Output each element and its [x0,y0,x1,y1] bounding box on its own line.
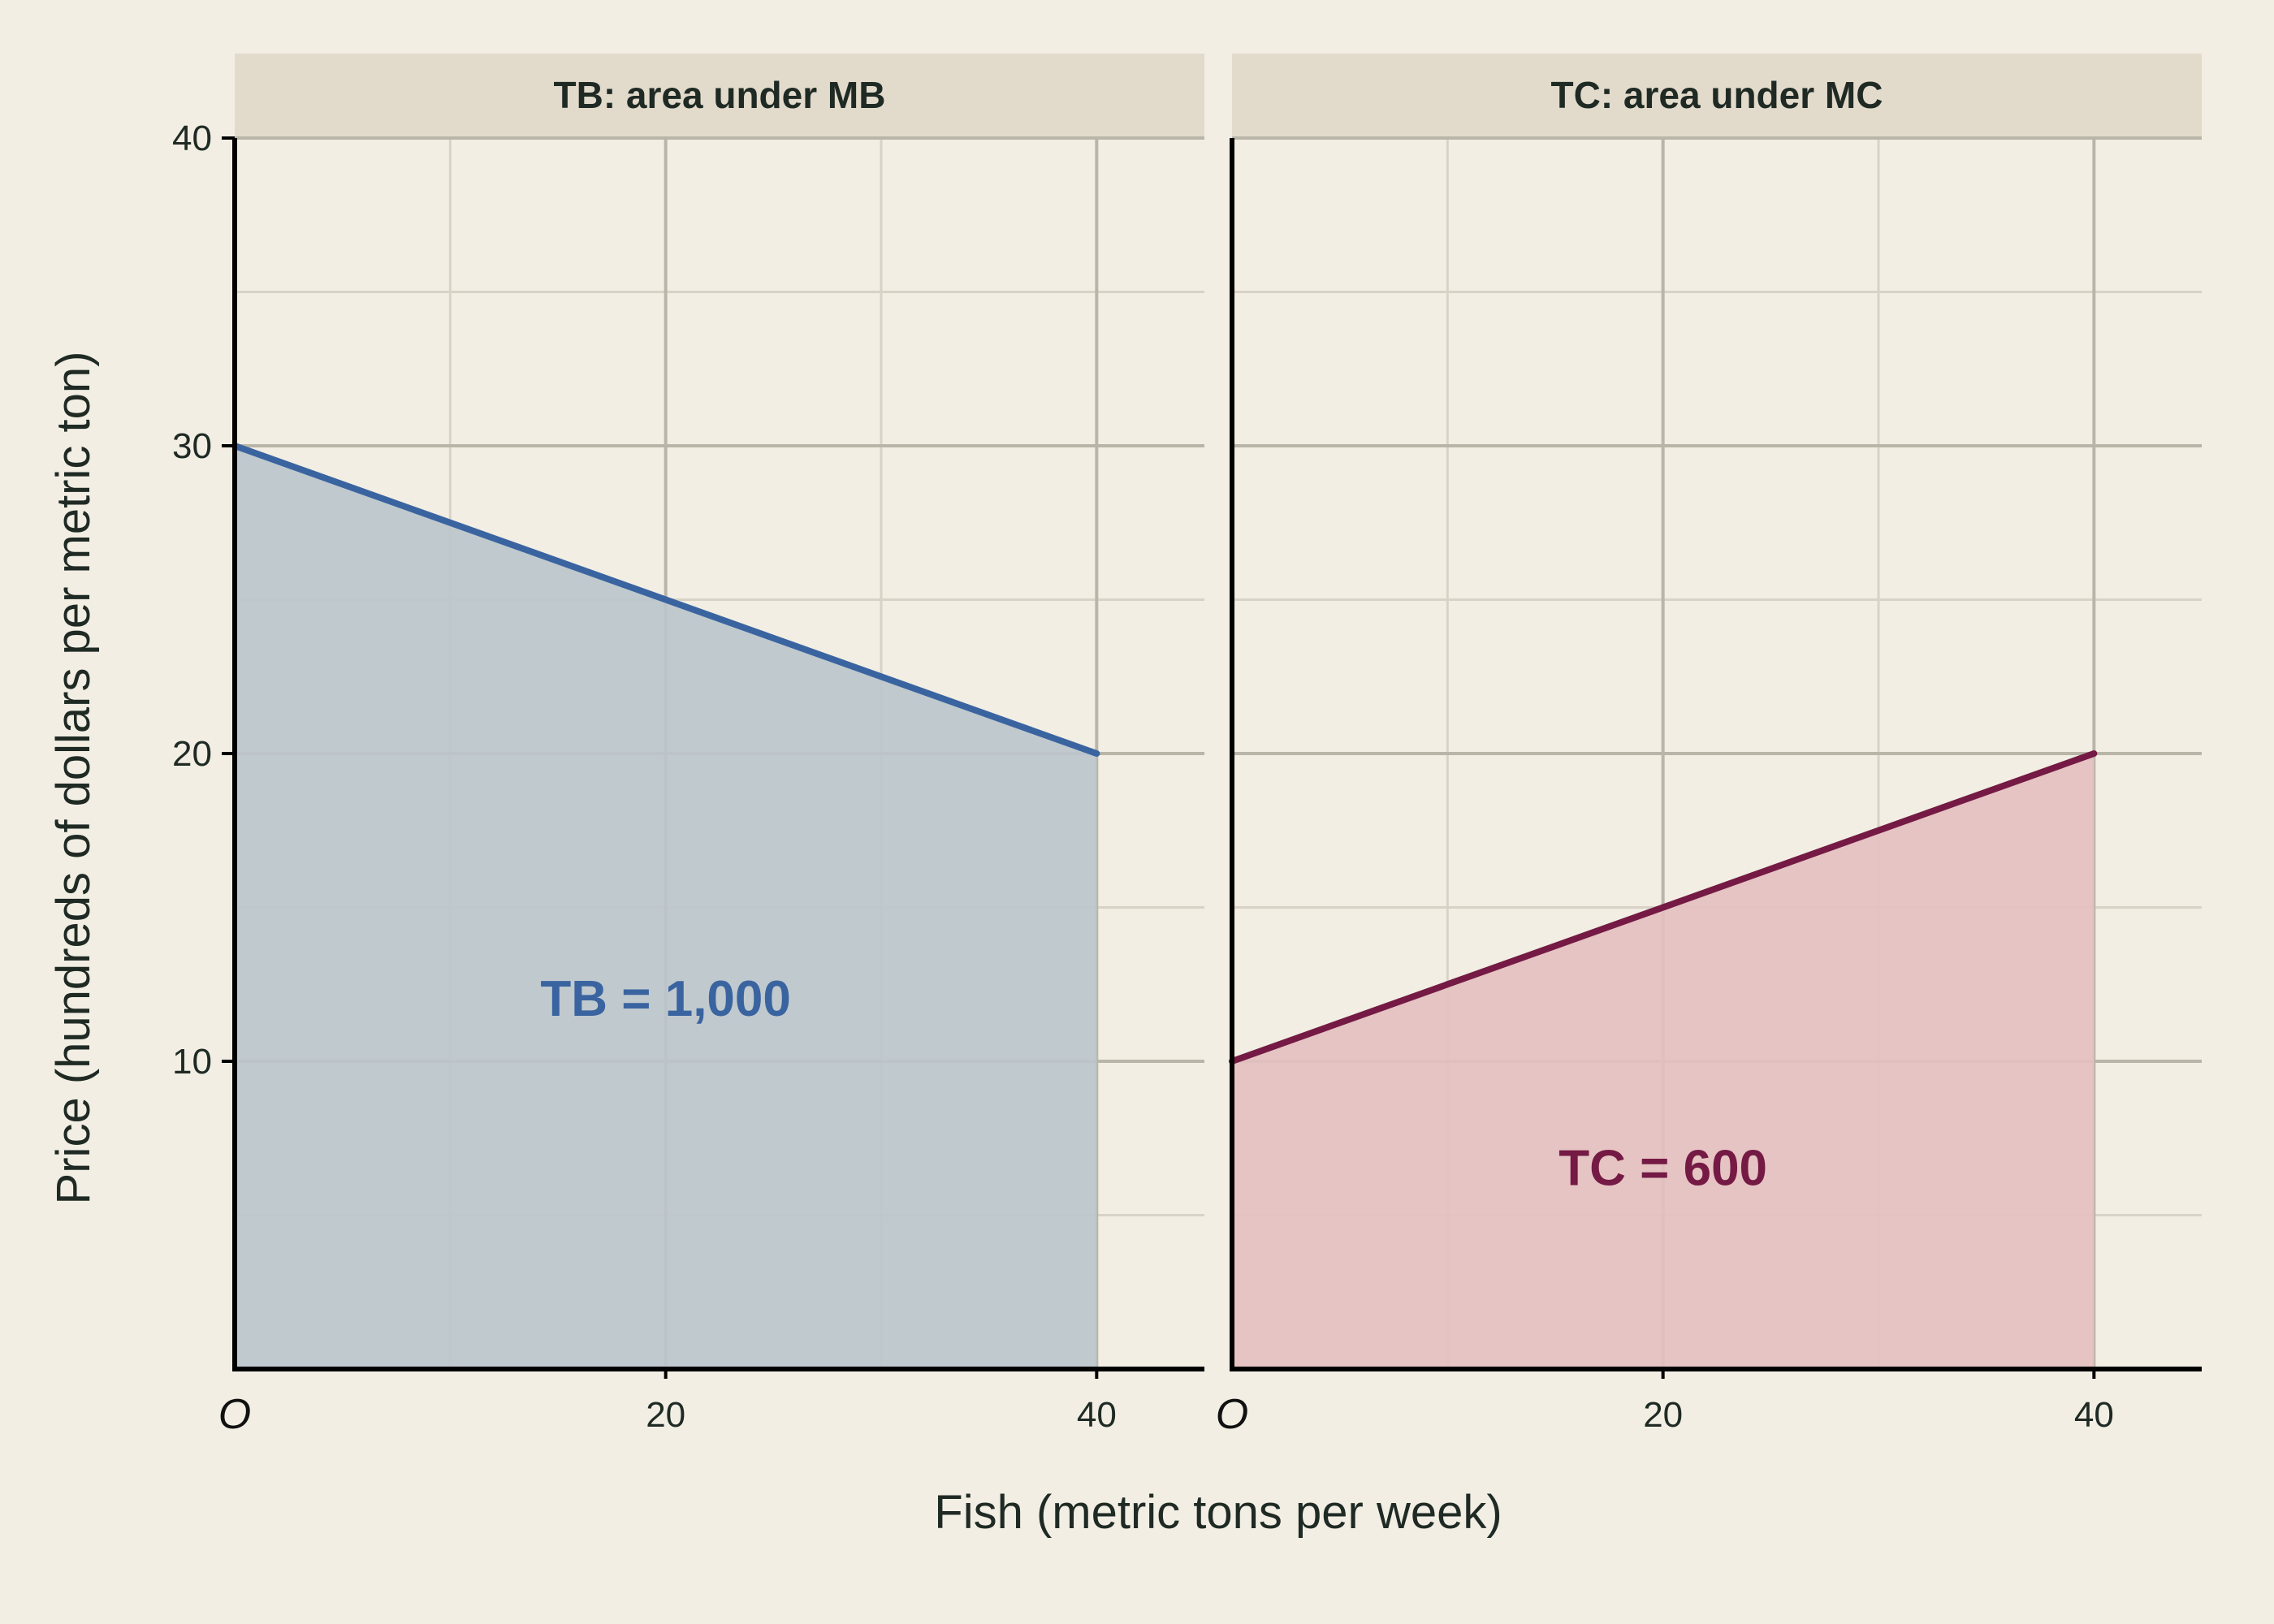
tc-area-label: TC = 600 [1559,1141,1767,1197]
panel-title-tb: TB: area under MB [554,74,886,116]
axes-tc: 20 40 O [1216,138,2202,1438]
x-axis-title: Fish (metric tons per week) [934,1486,1502,1539]
panel-tc: TC: area under MC TC = 600 20 40 O [1216,54,2202,1438]
strip-tb [235,54,1204,138]
origin-label-1: O [1216,1391,1248,1438]
axes-tb: 20 40 O 10 20 30 40 [172,119,1204,1438]
x-tick-label-1-40: 40 [2074,1395,2114,1435]
curve-line-0 [231,443,1100,757]
y-tick-label-10: 10 [172,1042,212,1082]
y-tick-label-20: 20 [172,734,212,774]
x-tick-label-0-40: 40 [1077,1395,1117,1435]
shaded-area-1 [1232,754,2095,1369]
origin-label-0: O [218,1391,251,1438]
plot-tb [231,443,1100,1369]
y-tick-label-40: 40 [172,119,212,158]
x-tick-label-0-20: 20 [646,1395,685,1435]
panel-title-tc: TC: area under MC [1551,74,1883,116]
x-tick-label-1-20: 20 [1643,1395,1683,1435]
panel-tb: TB: area under MB TB = 1,000 20 40 O 10 20 30… [172,54,1204,1438]
plot-tc [1229,750,2098,1369]
strip-tc [1232,54,2202,138]
curve-line-1 [1229,750,2098,1065]
y-axis-title: Price (hundreds of dollars per metric to… [47,352,100,1205]
tb-area-label: TB = 1,000 [540,971,790,1027]
y-tick-label-30: 30 [172,426,212,466]
